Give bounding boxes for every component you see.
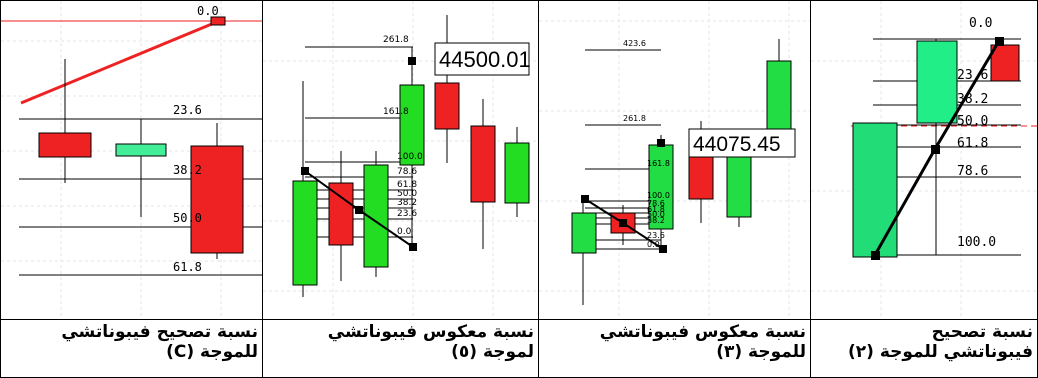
- fib-label-0: 0.0: [969, 16, 992, 31]
- fib-lines: [305, 46, 413, 238]
- candle-7: [504, 142, 530, 204]
- fib-label-38: 38.2: [957, 92, 988, 107]
- caption-wave-2-line-2: فيبوناتشي للموجة (٢): [847, 342, 1033, 362]
- fib-label-61: 61.8: [397, 180, 417, 190]
- candle-3: [648, 144, 674, 230]
- fib-label-38: 38.2: [173, 163, 202, 177]
- candle-2: [115, 143, 167, 157]
- price-marker: [657, 139, 665, 147]
- candle-1: [852, 122, 898, 258]
- caption-wave-2-line-1: نسبة تصحيح: [931, 322, 1033, 342]
- panel-wave-2: 0.0 23.6 38.2 50.0 61.8 78.6 100.0 نسبة …: [811, 1, 1037, 377]
- candle-2: [916, 40, 958, 124]
- panel-wave-5: 44500.01 261.8 161.8 100.0 78.6 61.8 50.…: [263, 1, 539, 377]
- fib-label-23: 23.6: [647, 231, 665, 240]
- caption-wave-c-line-1: نسبة تصحيح فيبوناتشي: [61, 322, 258, 342]
- trend-line: [20, 19, 220, 105]
- fib-label-50: 50.0: [647, 210, 665, 219]
- caption-wave-5-line-1: نسبة معكوس فيبوناتشي: [327, 322, 534, 342]
- caption-wave-3: نسبة معكوس فيبوناتشي للموجة (٣): [543, 322, 806, 362]
- wave-marker-mid: [619, 219, 627, 227]
- fib-label-61: 61.8: [647, 205, 665, 214]
- candle-1: [571, 212, 597, 254]
- trend-end-marker: [210, 16, 226, 26]
- wave-marker-mid: [931, 145, 940, 154]
- fib-label-161: 161.8: [383, 107, 409, 117]
- wave-marker-end: [995, 37, 1004, 46]
- fib-label-78: 78.6: [957, 164, 988, 179]
- panel-wave-3: 44075.45 423.6 261.8 161.8 100.0 78.6 61…: [539, 1, 811, 377]
- chart-wave-c: 0.0 23.6 38.2 50.0 61.8: [1, 1, 262, 320]
- candle-3: [990, 44, 1020, 82]
- fib-label-78: 78.6: [397, 167, 417, 177]
- chart-wave-2-svg: 0.0 23.6 38.2 50.0 61.8 78.6 100.0: [811, 1, 1037, 319]
- fib-label-38: 38.2: [647, 216, 665, 225]
- chart-wave-c-svg: 0.0 23.6 38.2 50.0 61.8: [1, 1, 262, 319]
- fib-label-100: 100.0: [647, 191, 670, 200]
- price-label-box: [688, 128, 796, 158]
- wave-marker-end: [659, 245, 667, 253]
- caption-wave-c-line-2: للموجة (C): [166, 342, 258, 362]
- caption-wave-2: نسبة تصحيح فيبوناتشي للموجة (٢): [815, 322, 1033, 362]
- price-marker: [408, 57, 416, 65]
- fib-label-0: 0.0: [647, 240, 660, 249]
- fib-label-78: 78.6: [647, 199, 665, 208]
- wave-marker-start: [301, 167, 309, 175]
- fib-label-261: 261.8: [623, 114, 646, 123]
- price-label: 44075.45: [693, 133, 781, 156]
- fib-label-50: 50.0: [173, 211, 202, 225]
- chart-wave-5: 44500.01 261.8 161.8 100.0 78.6 61.8 50.…: [263, 1, 538, 320]
- fib-label-161: 161.8: [647, 159, 670, 168]
- caption-wave-5: نسبة معكوس فيبوناتشي لموجة (٥): [267, 322, 534, 362]
- caption-wave-5-line-2: لموجة (٥): [451, 342, 534, 362]
- chart-wave-3-svg: 44075.45 423.6 261.8 161.8 100.0 78.6 61…: [539, 1, 810, 319]
- candle-1: [292, 180, 318, 286]
- candle-5: [434, 82, 460, 130]
- candle-2: [328, 182, 354, 246]
- caption-wave-3-line-2: للموجة (٣): [716, 342, 806, 362]
- candle-6: [470, 125, 496, 203]
- fib-label-100: 100.0: [957, 235, 996, 250]
- price-label-box: [434, 42, 530, 76]
- fib-label-23: 23.6: [173, 103, 202, 117]
- fib-label-23: 23.6: [957, 68, 988, 83]
- fib-label-50: 50.0: [397, 189, 417, 199]
- chart-wave-3: 44075.45 423.6 261.8 161.8 100.0 78.6 61…: [539, 1, 810, 320]
- fib-label-423: 423.6: [623, 39, 646, 48]
- candle-3: [190, 145, 244, 254]
- fib-label-61: 61.8: [957, 136, 988, 151]
- panel-wave-c: 0.0 23.6 38.2 50.0 61.8 نسبة تصحيح فيبون…: [1, 1, 263, 377]
- fib-label-261: 261.8: [383, 35, 409, 45]
- fib-label-23: 23.6: [397, 209, 417, 219]
- chart-wave-2: 0.0 23.6 38.2 50.0 61.8 78.6 100.0: [811, 1, 1037, 320]
- candle-4: [399, 84, 425, 166]
- grid: [539, 1, 810, 319]
- fib-label-50: 50.0: [957, 114, 988, 129]
- caption-wave-3-line-1: نسبة معكوس فيبوناتشي: [599, 322, 806, 342]
- wave-marker-start: [871, 251, 880, 260]
- chart-wave-5-svg: 44500.01 261.8 161.8 100.0 78.6 61.8 50.…: [263, 1, 538, 319]
- price-label: 44500.01: [439, 47, 531, 72]
- fib-label-100: 100.0: [397, 152, 423, 162]
- fib-label-61: 61.8: [173, 260, 202, 274]
- wave-marker-end: [409, 243, 417, 251]
- candle-1: [38, 132, 92, 158]
- fib-label-0: 0.0: [397, 227, 412, 237]
- wave-marker-start: [581, 195, 589, 203]
- candle-6: [766, 60, 792, 140]
- fib-label-0: 0.0: [197, 4, 219, 18]
- fib-label-38: 38.2: [397, 198, 417, 208]
- candle-5: [726, 150, 752, 218]
- caption-wave-c: نسبة تصحيح فيبوناتشي للموجة (C): [5, 322, 258, 362]
- wave-marker-mid: [355, 206, 363, 214]
